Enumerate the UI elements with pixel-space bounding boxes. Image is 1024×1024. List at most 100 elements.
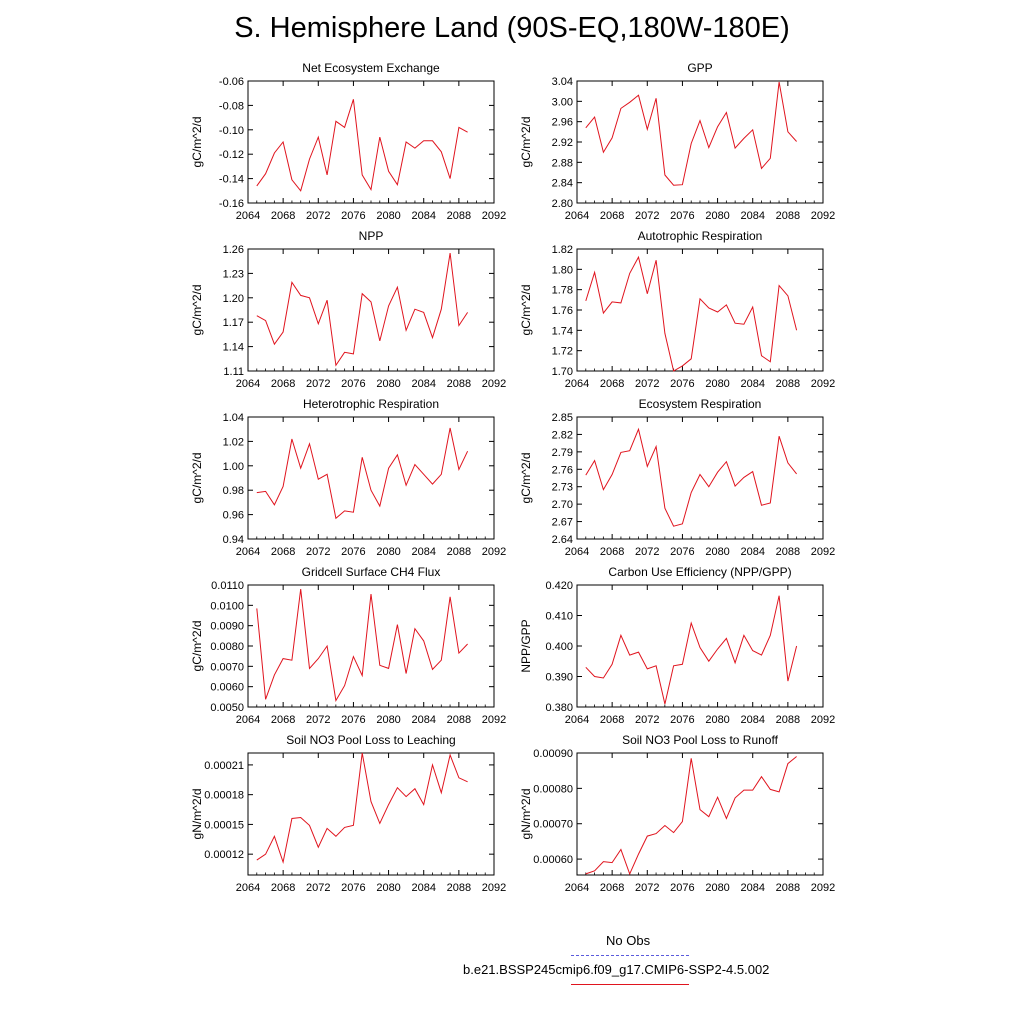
y-axis-label: gC/m^2/d bbox=[190, 453, 204, 504]
series-line bbox=[585, 595, 798, 705]
y-axis-label: gC/m^2/d bbox=[519, 453, 533, 504]
x-tick-label: 2076 bbox=[341, 546, 365, 558]
y-tick-label: 0.420 bbox=[545, 580, 573, 592]
x-tick-label: 2084 bbox=[411, 210, 435, 222]
y-tick-label: -0.14 bbox=[219, 174, 244, 186]
x-tick-label: 2084 bbox=[740, 714, 764, 726]
y-tick-label: 1.72 bbox=[552, 346, 573, 358]
x-tick-label: 2072 bbox=[306, 882, 330, 894]
y-tick-label: 0.0090 bbox=[210, 621, 244, 633]
y-tick-label: 2.79 bbox=[552, 447, 573, 459]
x-tick-label: 2072 bbox=[635, 882, 659, 894]
chart-panel-9: Soil NO3 Pool Loss to Leaching gN/m^2/d 20… bbox=[190, 733, 506, 894]
y-tick-label: 0.390 bbox=[545, 672, 573, 684]
y-tick-label: 2.92 bbox=[552, 137, 573, 149]
y-tick-label: 0.380 bbox=[545, 702, 573, 714]
x-tick-label: 2084 bbox=[411, 378, 435, 390]
chart-panel-2: GPP gC/m^2/d 2064 2068 2072 2076 2080 2084 2088 2… bbox=[519, 61, 835, 222]
y-tick-label: 1.26 bbox=[223, 244, 244, 256]
series-line bbox=[585, 81, 797, 186]
chart-panel-8: Carbon Use Efficiency (NPP/GPP) NPP/GPP 20… bbox=[519, 565, 835, 726]
x-tick-label: 2080 bbox=[705, 714, 729, 726]
x-tick-label: 2088 bbox=[776, 210, 800, 222]
y-axis-label: gC/m^2/d bbox=[190, 621, 204, 672]
plot-frame bbox=[247, 584, 495, 708]
x-tick-label: 2080 bbox=[376, 378, 400, 390]
y-tick-label: 2.73 bbox=[552, 482, 573, 494]
y-tick-label: 1.82 bbox=[552, 244, 573, 256]
y-tick-label: 2.96 bbox=[552, 117, 573, 129]
chart-title: Soil NO3 Pool Loss to Runoff bbox=[622, 733, 779, 747]
y-tick-label: 2.88 bbox=[552, 157, 573, 169]
y-axis-label: NPP/GPP bbox=[519, 619, 533, 672]
x-tick-label: 2072 bbox=[306, 546, 330, 558]
x-tick-label: 2064 bbox=[565, 882, 589, 894]
chart-title: NPP bbox=[359, 229, 384, 243]
y-tick-label: 0.0100 bbox=[210, 600, 244, 612]
y-tick-label: 1.02 bbox=[223, 436, 244, 448]
chart-panel-5: Heterotrophic Respiration gC/m^2/d 2064 206… bbox=[190, 397, 506, 558]
y-tick-label: 1.74 bbox=[552, 325, 573, 337]
chart-panel-10: Soil NO3 Pool Loss to Runoff gN/m^2/d 2064… bbox=[519, 733, 835, 894]
x-tick-label: 2072 bbox=[306, 378, 330, 390]
series-line bbox=[256, 589, 468, 702]
y-tick-label: -0.08 bbox=[219, 100, 244, 112]
x-tick-label: 2080 bbox=[705, 882, 729, 894]
y-tick-label: 0.0080 bbox=[210, 641, 244, 653]
x-tick-label: 2068 bbox=[600, 546, 624, 558]
y-axis-label: gC/m^2/d bbox=[190, 117, 204, 168]
y-tick-label: 0.00080 bbox=[533, 783, 573, 795]
x-tick-label: 2068 bbox=[271, 714, 295, 726]
chart-title: Gridcell Surface CH4 Flux bbox=[302, 565, 441, 579]
plot-frame bbox=[247, 752, 495, 876]
x-tick-label: 2080 bbox=[705, 378, 729, 390]
x-tick-label: 2080 bbox=[376, 882, 400, 894]
series-line bbox=[256, 99, 468, 192]
x-tick-label: 2072 bbox=[635, 210, 659, 222]
x-tick-label: 2088 bbox=[447, 882, 471, 894]
y-tick-label: 1.00 bbox=[223, 461, 244, 473]
chart-panel-6: Ecosystem Respiration gC/m^2/d 2064 2068 207… bbox=[519, 397, 835, 558]
x-tick-label: 2084 bbox=[740, 546, 764, 558]
x-tick-label: 2088 bbox=[447, 210, 471, 222]
x-tick-label: 2092 bbox=[811, 882, 835, 894]
x-tick-label: 2064 bbox=[565, 714, 589, 726]
x-tick-label: 2072 bbox=[306, 714, 330, 726]
y-tick-label: 2.85 bbox=[552, 412, 573, 424]
y-tick-label: 0.00015 bbox=[204, 819, 244, 831]
y-tick-label: 3.00 bbox=[552, 96, 573, 108]
y-axis-label: gN/m^2/d bbox=[519, 789, 533, 840]
x-tick-label: 2088 bbox=[776, 378, 800, 390]
y-tick-label: 0.00021 bbox=[204, 760, 244, 772]
y-tick-label: 1.76 bbox=[552, 305, 573, 317]
y-tick-label: 1.17 bbox=[223, 317, 244, 329]
x-tick-label: 2064 bbox=[565, 210, 589, 222]
x-tick-label: 2084 bbox=[411, 882, 435, 894]
x-tick-label: 2064 bbox=[236, 378, 260, 390]
plot-frame bbox=[247, 80, 495, 204]
x-tick-label: 2088 bbox=[447, 714, 471, 726]
x-tick-label: 2088 bbox=[447, 378, 471, 390]
chart-panel-4: Autotrophic Respiration gC/m^2/d 2064 2068 2… bbox=[519, 229, 835, 390]
page-title: S. Hemisphere Land (90S-EQ,180W-180E) bbox=[234, 12, 790, 44]
y-tick-label: 1.11 bbox=[223, 366, 244, 378]
x-tick-label: 2080 bbox=[376, 546, 400, 558]
plot-frame bbox=[576, 248, 824, 372]
x-tick-label: 2068 bbox=[271, 210, 295, 222]
y-tick-label: -0.16 bbox=[219, 198, 244, 210]
x-tick-label: 2076 bbox=[341, 210, 365, 222]
x-tick-label: 2068 bbox=[600, 378, 624, 390]
x-tick-label: 2076 bbox=[670, 546, 694, 558]
x-tick-label: 2072 bbox=[635, 378, 659, 390]
x-tick-label: 2068 bbox=[600, 882, 624, 894]
y-axis-label: gC/m^2/d bbox=[190, 285, 204, 336]
y-tick-label: -0.10 bbox=[219, 125, 244, 137]
x-tick-label: 2076 bbox=[670, 714, 694, 726]
y-tick-label: 1.78 bbox=[552, 285, 573, 297]
x-tick-label: 2084 bbox=[740, 882, 764, 894]
series-line bbox=[256, 427, 469, 520]
x-tick-label: 2092 bbox=[482, 210, 506, 222]
x-tick-label: 2068 bbox=[271, 882, 295, 894]
series-line bbox=[256, 253, 469, 367]
y-tick-label: 0.0070 bbox=[210, 661, 244, 673]
